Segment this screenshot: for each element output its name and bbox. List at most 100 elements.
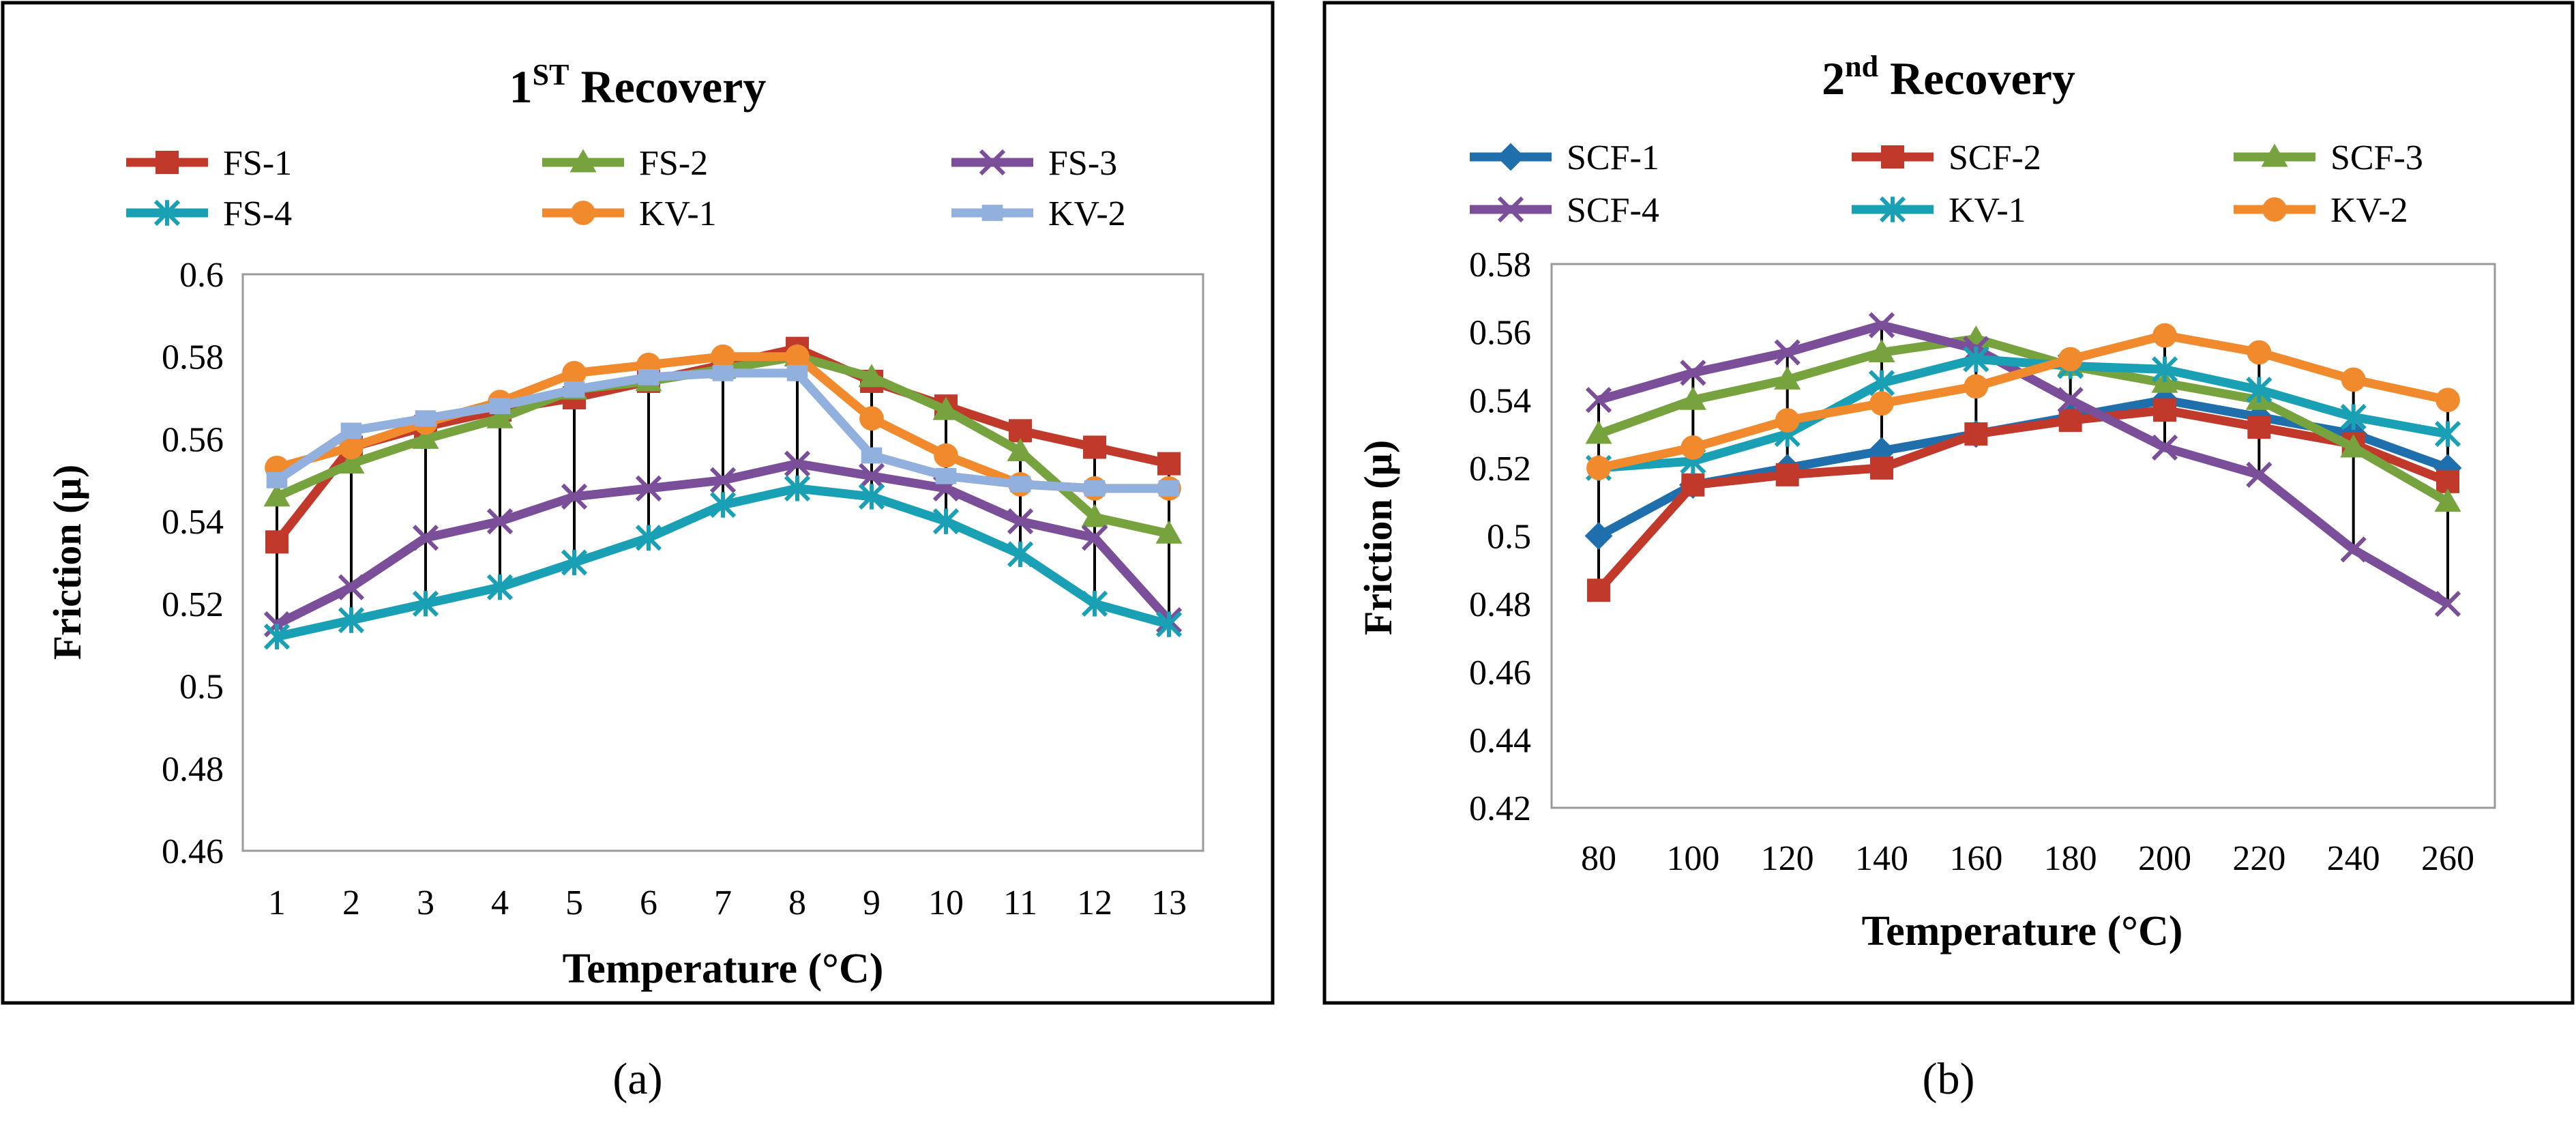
chart-a-x-ticks: 1 2 3 4 5 6 7 8 9 10 11 12 13 [268,884,1187,922]
legend-swatch-marker [2262,197,2287,222]
data-point-kv-2 [2436,388,2460,413]
data-point-kv-1 [859,406,884,431]
data-point-scf-2 [1870,456,1893,480]
y-tick-label: 0.6 [179,256,224,295]
data-point-fs-2 [486,405,514,428]
chart-panel-b: 2nd Recovery SCF-1 SCF-2 SCF-3 SCF-4 KV-1 KV-… [1322,1,2575,1005]
chart-b-plot-border [1550,263,2496,809]
data-point-scf-4 [1774,339,1801,366]
x-tick-label: 5 [565,884,583,922]
legend-label: KV-2 [1048,194,1126,233]
chart-b-series [1584,312,2462,617]
y-tick-label: 0.48 [162,750,224,789]
chart-a-y-axis-label: Friction (µ) [45,465,89,660]
data-point-kv-2 [1586,456,1611,480]
chart-a-y-ticks: 0.46 0.48 0.5 0.52 0.54 0.56 0.58 0.6 [162,256,224,871]
data-point-kv-2 [935,467,957,484]
data-point-kv-1 [934,443,958,468]
data-point-fs-2 [338,450,365,474]
data-point-fs-3 [635,475,662,501]
x-tick-label: 8 [788,884,806,922]
data-point-kv-1 [2434,420,2461,448]
data-point-scf-4 [1680,360,1706,386]
y-tick-label: 0.5 [179,668,224,707]
legend-item-kv-1: KV-1 [1852,191,2026,230]
data-point-fs-3 [412,525,439,551]
x-tick-label: 3 [417,884,434,922]
x-tick-label: 160 [1949,839,2002,878]
x-tick-label: 120 [1761,839,1814,878]
data-point-fs-3 [784,450,811,477]
data-point-fs-4 [338,607,365,634]
legend-label: SCF-3 [2330,138,2423,177]
x-tick-label: 13 [1151,884,1187,922]
data-point-kv-2 [786,364,808,381]
x-tick-label: 80 [1581,839,1616,878]
legend-item-scf-3: SCF-3 [2234,138,2423,177]
x-tick-label: 100 [1666,839,1719,878]
y-tick-label: 0.48 [1469,585,1531,624]
y-tick-label: 0.52 [1469,450,1531,488]
data-point-kv-1 [1963,346,1989,373]
data-point-kv-2 [489,398,511,415]
data-point-fs-4 [1007,541,1034,568]
data-point-kv-2 [1009,476,1031,493]
y-tick-label: 0.44 [1469,721,1531,760]
x-tick-label: 240 [2327,839,2380,878]
panel-a-caption: (a) [612,1054,662,1104]
data-point-fs-1 [1083,435,1106,459]
legend-item-kv-2: KV-2 [2234,191,2408,230]
chart-a-legend: FS-1 FS-2 FS-3 FS-4 KV-1 KV-2 [126,144,1126,233]
series-line-kv-2 [1597,331,2449,473]
x-tick-label: 6 [640,884,657,922]
chart-a-title: 1ST Recovery [509,58,767,113]
data-point-kv-2 [1775,408,1800,433]
data-point-scf-4 [2434,591,2461,617]
legend-swatch-marker [153,199,181,227]
legend-label: FS-2 [639,144,708,183]
x-tick-label: 1 [268,884,286,922]
x-tick-label: 180 [2044,839,2097,878]
data-point-kv-2 [415,410,436,427]
data-point-scf-4 [2151,434,2178,461]
data-point-fs-1 [1157,452,1181,476]
data-point-kv-1 [711,344,735,369]
data-point-scf-2 [2153,398,2176,422]
y-tick-label: 0.46 [1469,654,1531,692]
legend-label: KV-1 [639,194,717,233]
y-tick-label: 0.52 [162,585,224,624]
x-tick-label: 7 [714,884,732,922]
legend-item-scf-4: SCF-4 [1470,191,1659,230]
chart-b-frame [1322,1,2575,1005]
data-point-scf-2 [1775,463,1799,486]
y-tick-label: 0.58 [1469,246,1531,285]
legend-label: FS-1 [223,144,292,183]
y-tick-label: 0.54 [1469,381,1531,420]
data-point-fs-3 [709,467,737,493]
series-line-scf-2 [1595,405,2450,594]
chart-b-x-ticks: 80 100 120 140 160 180 200 220 240 260 [1581,839,2474,878]
legend-item-fs-2: FS-2 [542,144,708,183]
x-tick-label: 200 [2138,839,2191,878]
data-point-scf-2 [1964,422,1988,446]
legend-item-scf-2: SCF-2 [1852,138,2041,177]
data-point-fs-4 [784,475,811,501]
data-point-kv-2 [1158,480,1180,497]
x-tick-label: 260 [2421,839,2474,878]
data-point-kv-2 [563,381,585,398]
data-point-fs-4 [412,590,439,617]
data-point-kv-2 [712,364,734,381]
legend-swatch-marker [979,149,1006,176]
x-tick-label: 10 [928,884,964,922]
data-point-scf-3 [1679,386,1706,410]
data-point-scf-2 [1587,579,1610,602]
legend-item-fs-3: FS-3 [951,144,1117,183]
x-tick-label: 4 [491,884,509,922]
data-point-kv-2 [638,368,660,385]
data-point-kv-1 [2340,404,2367,431]
data-point-fs-2 [932,396,960,420]
x-tick-label: 2 [342,884,360,922]
data-point-fs-4 [486,574,514,600]
data-point-fs-3 [858,463,885,489]
chart-a-frame [1,1,1275,1005]
